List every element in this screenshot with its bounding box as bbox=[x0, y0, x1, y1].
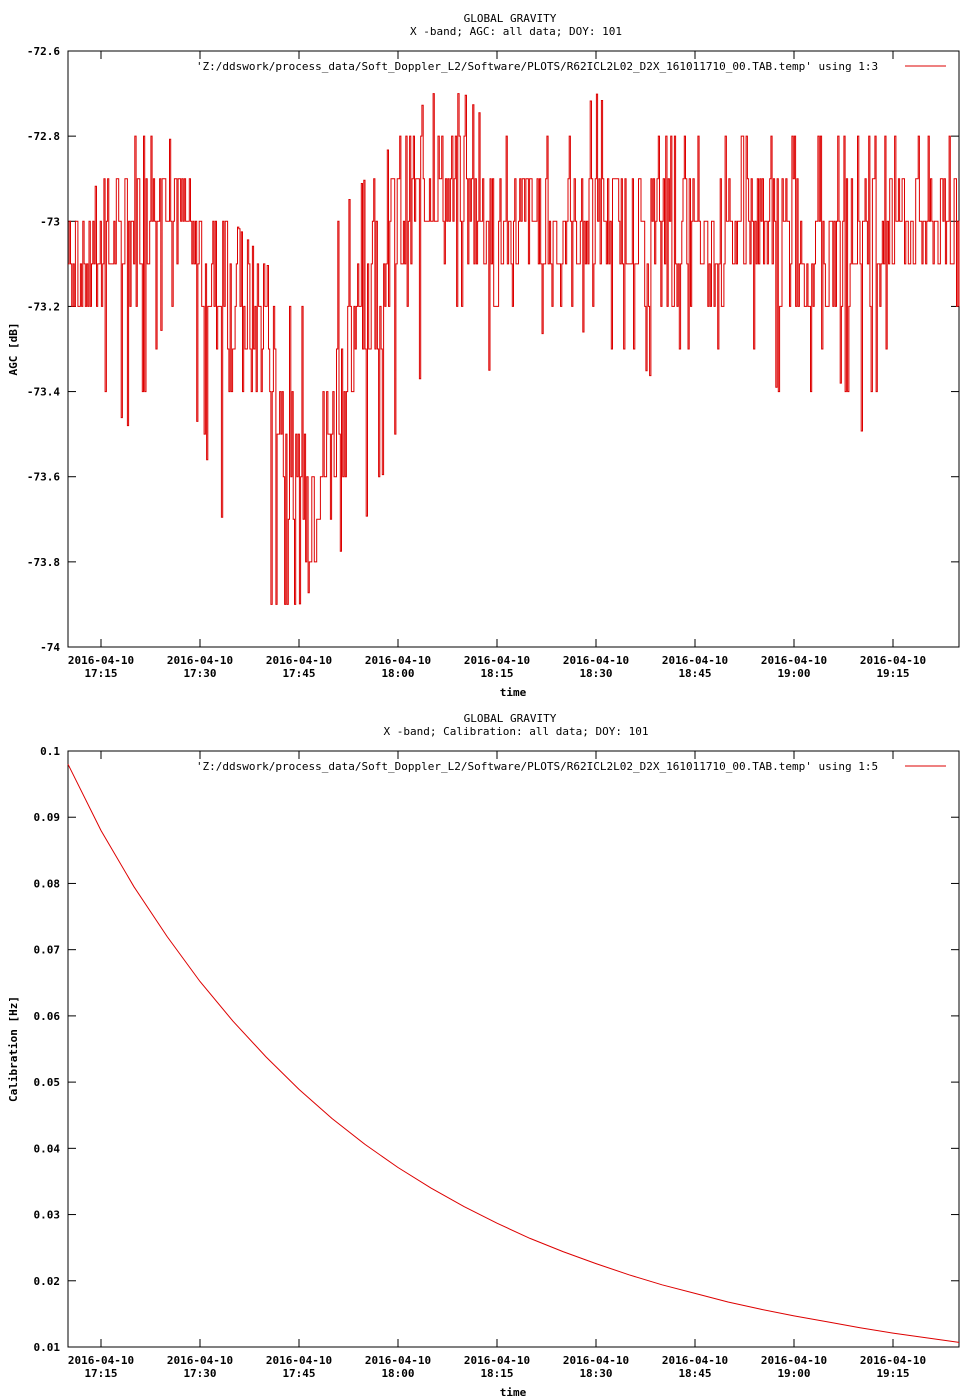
y-tick-label: 0.04 bbox=[34, 1142, 61, 1155]
chart-subtitle: X -band; Calibration: all data; DOY: 101 bbox=[384, 725, 649, 738]
agc-chart: GLOBAL GRAVITY X -band; AGC: all data; D… bbox=[7, 12, 960, 699]
x-tick-label: 2016-04-10 bbox=[563, 1354, 629, 1367]
x-tick-label: 2016-04-10 bbox=[365, 654, 431, 667]
x-tick-label: 18:45 bbox=[678, 1367, 711, 1380]
y-tick-label: 0.08 bbox=[34, 877, 61, 890]
y-tick-label: -72.8 bbox=[27, 130, 60, 143]
x-tick-label: 19:00 bbox=[777, 1367, 810, 1380]
y-tick-label: -73.8 bbox=[27, 556, 60, 569]
x-tick-label: 2016-04-10 bbox=[464, 1354, 530, 1367]
y-tick-label: 0.1 bbox=[40, 745, 60, 758]
x-tick-label: 2016-04-10 bbox=[167, 654, 233, 667]
x-axis-label: time bbox=[500, 686, 527, 699]
y-tick-label: 0.01 bbox=[34, 1341, 61, 1354]
y-tick-label: -73 bbox=[40, 215, 60, 228]
x-tick-label: 2016-04-10 bbox=[68, 654, 134, 667]
plot-frame bbox=[67, 750, 960, 1348]
x-tick-label: 19:15 bbox=[876, 667, 909, 680]
y-tick-label: 0.06 bbox=[34, 1010, 61, 1023]
series-line bbox=[67, 763, 960, 1343]
x-tick-label: 2016-04-10 bbox=[68, 1354, 134, 1367]
x-tick-label: 2016-04-10 bbox=[167, 1354, 233, 1367]
y-tick-label: -73.2 bbox=[27, 300, 60, 313]
chart-subtitle: X -band; AGC: all data; DOY: 101 bbox=[410, 25, 622, 38]
x-tick-label: 2016-04-10 bbox=[266, 654, 332, 667]
y-tick-label: -73.6 bbox=[27, 471, 60, 484]
x-tick-label: 18:30 bbox=[579, 1367, 612, 1380]
x-tick-label: 19:00 bbox=[777, 667, 810, 680]
x-tick-label: 17:45 bbox=[282, 1367, 315, 1380]
x-tick-label: 2016-04-10 bbox=[464, 654, 530, 667]
x-tick-label: 17:30 bbox=[183, 667, 216, 680]
x-tick-label: 18:15 bbox=[480, 667, 513, 680]
x-tick-label: 2016-04-10 bbox=[662, 654, 728, 667]
series-line bbox=[68, 93, 960, 605]
chart-title: GLOBAL GRAVITY bbox=[464, 12, 557, 25]
x-tick-label: 17:15 bbox=[84, 1367, 117, 1380]
y-tick-label: -74 bbox=[40, 641, 60, 654]
x-tick-label: 18:45 bbox=[678, 667, 711, 680]
x-tick-label: 17:45 bbox=[282, 667, 315, 680]
y-tick-label: 0.09 bbox=[34, 811, 61, 824]
x-tick-label: 2016-04-10 bbox=[365, 1354, 431, 1367]
plot-frame bbox=[67, 50, 960, 648]
x-tick-label: 17:30 bbox=[183, 1367, 216, 1380]
x-tick-label: 17:15 bbox=[84, 667, 117, 680]
y-axis-label: AGC [dB] bbox=[7, 323, 20, 376]
y-tick-label: 0.07 bbox=[34, 944, 61, 957]
y-axis-label: Calibration [Hz] bbox=[7, 996, 20, 1102]
y-tick-label: 0.05 bbox=[34, 1076, 61, 1089]
x-tick-label: 18:00 bbox=[381, 667, 414, 680]
x-tick-label: 18:00 bbox=[381, 1367, 414, 1380]
y-tick-label: 0.03 bbox=[34, 1209, 61, 1222]
x-tick-label: 18:30 bbox=[579, 667, 612, 680]
y-tick-label: -72.6 bbox=[27, 45, 60, 58]
x-tick-label: 18:15 bbox=[480, 1367, 513, 1380]
x-axis-label: time bbox=[500, 1386, 527, 1399]
y-tick-label: 0.02 bbox=[34, 1275, 61, 1288]
legend-label: 'Z:/ddswork/process_data/Soft_Doppler_L2… bbox=[196, 60, 878, 73]
x-tick-label: 2016-04-10 bbox=[563, 654, 629, 667]
x-tick-label: 2016-04-10 bbox=[860, 654, 926, 667]
chart-title: GLOBAL GRAVITY bbox=[464, 712, 557, 725]
y-tick-label: -73.4 bbox=[27, 386, 60, 399]
calibration-chart: GLOBAL GRAVITY X -band; Calibration: all… bbox=[7, 712, 960, 1399]
x-tick-label: 2016-04-10 bbox=[761, 1354, 827, 1367]
x-tick-label: 2016-04-10 bbox=[266, 1354, 332, 1367]
legend-label: 'Z:/ddswork/process_data/Soft_Doppler_L2… bbox=[196, 760, 878, 773]
x-tick-label: 2016-04-10 bbox=[761, 654, 827, 667]
x-tick-label: 19:15 bbox=[876, 1367, 909, 1380]
x-tick-label: 2016-04-10 bbox=[860, 1354, 926, 1367]
x-tick-label: 2016-04-10 bbox=[662, 1354, 728, 1367]
